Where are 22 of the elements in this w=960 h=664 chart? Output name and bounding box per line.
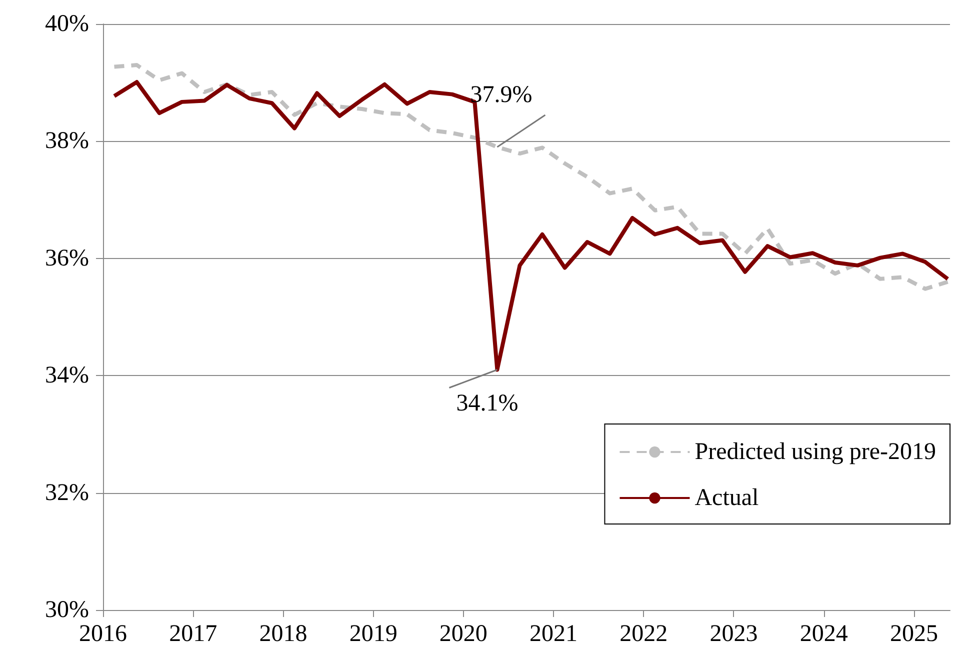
x-tick-label: 2022 [620, 621, 668, 647]
x-tick-label: 2025 [890, 621, 938, 647]
legend-label: Predicted using pre-2019 [694, 439, 936, 465]
x-tick-label: 2016 [79, 621, 127, 647]
y-tick-label: 32% [45, 480, 89, 506]
x-tick-label: 2021 [530, 621, 578, 647]
x-tick-label: 2020 [439, 621, 488, 647]
y-tick-label: 38% [45, 128, 89, 154]
y-tick-label: 40% [45, 11, 89, 37]
y-tick-label: 36% [45, 245, 89, 272]
y-tick-label: 34% [45, 362, 89, 389]
line-series [112, 63, 950, 291]
x-tick-label: 2018 [259, 621, 308, 647]
x-tick-label: 2023 [710, 621, 758, 647]
legend-label: Actual [694, 485, 760, 511]
line-series [112, 80, 950, 372]
y-tick-label: 30% [45, 597, 89, 623]
annotation: 34.1% [456, 390, 518, 417]
x-tick-label: 2024 [800, 621, 848, 647]
x-tick-label: 2017 [169, 621, 218, 647]
annotation: 37.9% [470, 82, 532, 108]
x-tick-label: 2019 [349, 621, 398, 647]
